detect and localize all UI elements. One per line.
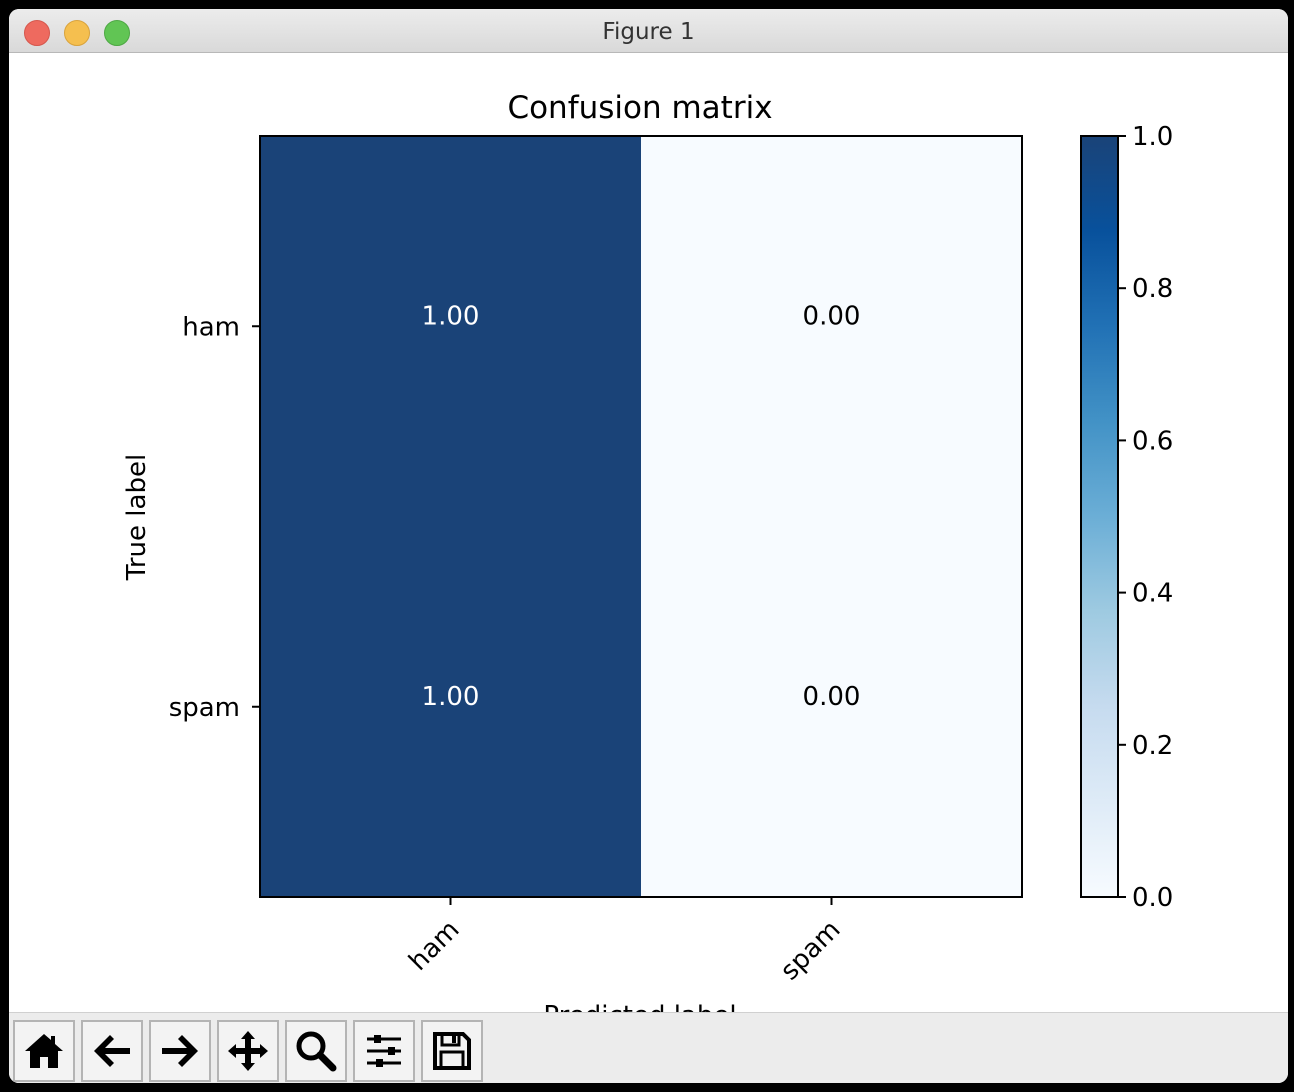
- home-icon: [25, 1034, 63, 1068]
- figure-window: Figure 1 Confusion matrix 1.00 0.00 1.00 0.…: [9, 9, 1288, 1083]
- pan-button[interactable]: [217, 1020, 279, 1082]
- sliders-icon: [367, 1035, 401, 1067]
- window-title: Figure 1: [602, 19, 695, 45]
- y-tick-label: ham: [182, 312, 240, 342]
- cell-labels: 1.00 0.00 1.00 0.00: [422, 301, 861, 712]
- x-axis-ticks: ham spam: [403, 897, 846, 986]
- cell-value-label: 0.00: [803, 301, 861, 331]
- chart-title: Confusion matrix: [507, 90, 772, 126]
- maximize-button[interactable]: [104, 20, 130, 46]
- zoom-button[interactable]: [285, 1020, 347, 1082]
- colorbar-tick-label: 0.4: [1132, 579, 1173, 609]
- heatmap-cell: [641, 516, 1022, 897]
- cell-value-label: 0.00: [803, 682, 861, 712]
- cell-value-label: 1.00: [422, 682, 480, 712]
- confusion-matrix-chart: Confusion matrix 1.00 0.00 1.00 0.00 ham spa…: [122, 90, 1173, 1012]
- back-button[interactable]: [81, 1020, 143, 1082]
- save-button[interactable]: [421, 1020, 483, 1082]
- colorbar: [1080, 135, 1119, 898]
- y-tick-label: spam: [169, 693, 240, 723]
- x-tick-label: spam: [775, 915, 847, 987]
- close-button[interactable]: [24, 20, 50, 46]
- heatmap-cell: [641, 136, 1022, 517]
- move-icon: [228, 1031, 268, 1071]
- arrow-right-icon: [162, 1035, 198, 1067]
- arrow-left-icon: [94, 1035, 130, 1067]
- plot-frame: [259, 135, 1023, 898]
- colorbar-tick-label: 1.0: [1132, 122, 1173, 152]
- colorbar-ticks: 0.0 0.2 0.4 0.6 0.8 1.0: [1118, 122, 1173, 913]
- colorbar-tick-label: 0.8: [1132, 274, 1173, 304]
- minimize-button[interactable]: [64, 20, 90, 46]
- x-axis-label: Predicted label: [543, 1001, 736, 1012]
- save-icon: [433, 1032, 471, 1070]
- configure-subplots-button[interactable]: [353, 1020, 415, 1082]
- y-axis-label: True label: [122, 454, 152, 581]
- title-bar: Figure 1: [9, 9, 1288, 53]
- zoom-icon: [296, 1031, 337, 1072]
- cell-value-label: 1.00: [422, 301, 480, 331]
- colorbar-tick-label: 0.6: [1132, 426, 1173, 456]
- heatmap-cells: [260, 136, 1022, 897]
- y-axis-ticks: ham spam: [169, 312, 260, 723]
- heatmap-cell: [260, 516, 641, 897]
- colorbar-tick-label: 0.2: [1132, 731, 1173, 761]
- colorbar-tick-label: 0.0: [1132, 883, 1173, 913]
- navigation-toolbar: [9, 1012, 1288, 1083]
- heatmap-cell: [260, 136, 641, 517]
- x-tick-label: ham: [403, 915, 465, 977]
- home-button[interactable]: [13, 1020, 75, 1082]
- forward-button[interactable]: [149, 1020, 211, 1082]
